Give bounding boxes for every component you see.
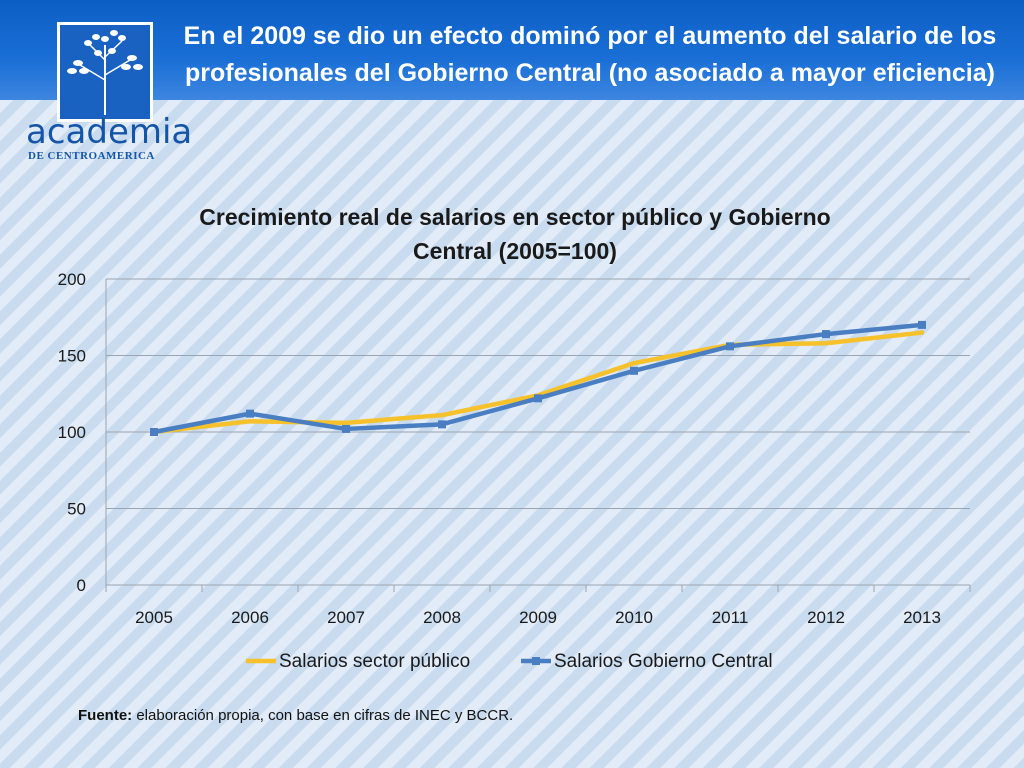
y-tick-label: 0 (77, 576, 86, 595)
logo-subtitle: DE CENTROAMERICA (28, 150, 155, 162)
data-point (150, 428, 158, 436)
x-tick-label: 2009 (519, 608, 557, 627)
x-tick-label: 2012 (807, 608, 845, 627)
x-tick-label: 2013 (903, 608, 941, 627)
legend-label: Salarios Gobierno Central (554, 651, 773, 672)
chart-title: Crecimiento real de salarios en sector p… (199, 204, 831, 264)
source-label: Fuente: (78, 707, 133, 724)
data-point (918, 320, 926, 329)
legend-marker (532, 657, 540, 665)
data-point (822, 330, 830, 339)
source-text: elaboración propia, con base en cifras d… (132, 707, 514, 724)
x-tick-label: 2005 (135, 608, 173, 627)
y-tick-label: 200 (58, 270, 86, 289)
y-tick-label: 50 (67, 500, 86, 519)
logo-wordmark: academia (26, 112, 193, 152)
x-tick-label: 2008 (423, 608, 461, 627)
data-point (438, 420, 446, 429)
data-point (726, 342, 734, 351)
x-tick-label: 2007 (327, 608, 365, 627)
data-point (246, 409, 254, 418)
header-bar (0, 0, 1024, 100)
x-tick-label: 2006 (231, 608, 269, 627)
x-tick-label: 2010 (615, 608, 653, 627)
source-note: Fuente: elaboración propia, con base en … (78, 707, 513, 724)
x-tick-label: 2011 (712, 608, 749, 627)
legend-label: Salarios sector público (279, 651, 470, 672)
data-point (630, 366, 638, 375)
slide-title: En el 2009 se dio un efecto dominó por e… (183, 22, 997, 87)
y-tick-label: 100 (58, 423, 86, 442)
series-line-2 (151, 322, 925, 435)
logo-tree-icon (57, 22, 153, 122)
y-tick-label: 150 (58, 347, 86, 366)
data-point (534, 394, 542, 403)
data-point (342, 424, 350, 433)
